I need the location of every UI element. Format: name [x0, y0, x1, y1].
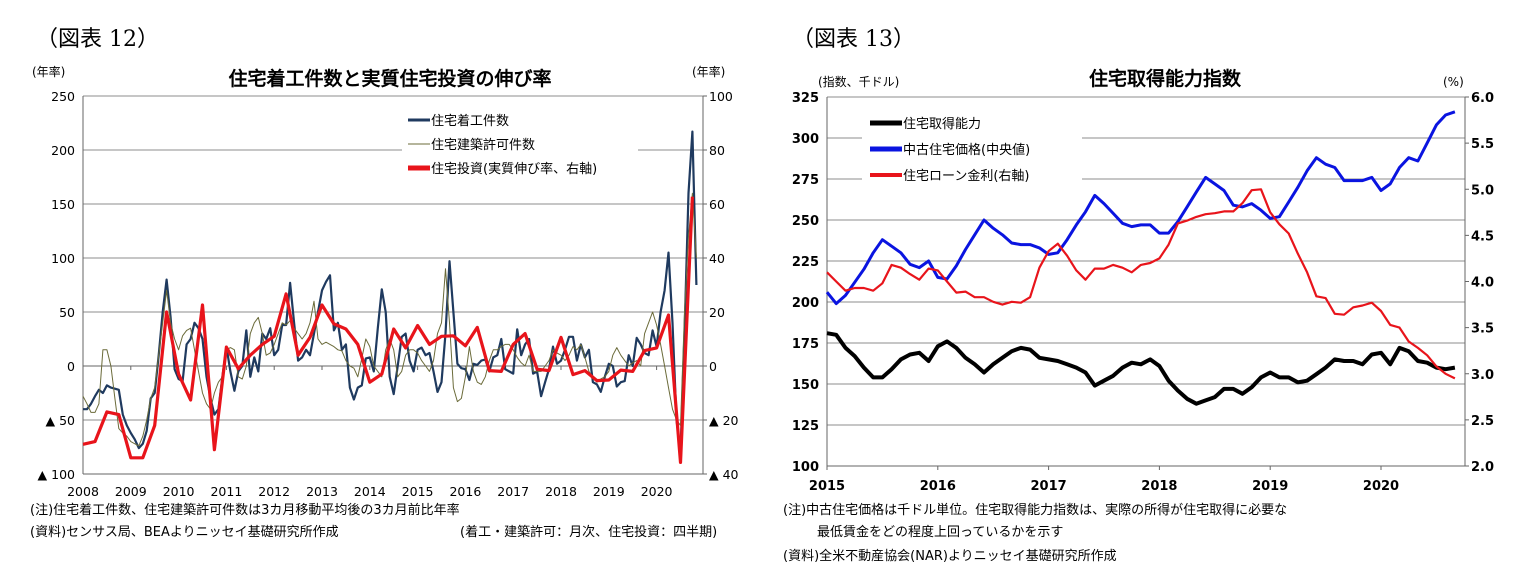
y-tick-label: 200	[792, 296, 819, 311]
y2-tick-label: 60	[709, 197, 725, 212]
y-tick-label: ▲ 100	[38, 467, 75, 482]
figure12-frequency-note: (着工・建築許可：月次、住宅投資：四半期)	[460, 524, 717, 540]
y2-tick-label: 80	[709, 143, 725, 158]
series-line-2	[82, 192, 697, 447]
y-tick-label: 100	[792, 460, 819, 475]
y-tick-label: 200	[51, 143, 75, 158]
y2-tick-label: 3.5	[1471, 322, 1494, 337]
legend-label: 住宅取得能力	[903, 116, 981, 132]
y2-tick-label: 4.5	[1471, 229, 1494, 244]
x-tick-label: 2009	[115, 484, 147, 499]
x-tick-label: 2008	[67, 484, 99, 499]
y2-tick-label: 2.0	[1471, 460, 1494, 475]
x-tick-label: 2018	[1141, 479, 1177, 494]
y-tick-label: 325	[792, 91, 819, 106]
x-tick-label: 2019	[593, 484, 625, 499]
y-tick-label: 250	[792, 214, 819, 229]
y2-tick-label: ▲ 20	[709, 413, 739, 428]
legend-label: 住宅着工件数	[431, 113, 509, 129]
y-tick-label: 175	[792, 337, 819, 352]
series-line-1	[83, 130, 698, 453]
y-tick-label: 150	[51, 197, 75, 212]
series-line-3	[82, 196, 694, 464]
x-tick-label: 2019	[1252, 479, 1288, 494]
y2-tick-label: 6.0	[1471, 91, 1494, 106]
legend-label: 住宅建築許可件数	[431, 138, 535, 153]
x-tick-label: 2018	[545, 484, 577, 499]
x-tick-label: 2017	[497, 484, 529, 499]
y-tick-label: 0	[67, 359, 75, 374]
chart2-left-unit: (指数、千ドル)	[818, 74, 899, 89]
figure13-note: (注)中古住宅価格は千ドル単位。住宅取得能力指数は、実際の所得が住宅取得に必要な	[783, 502, 1287, 518]
legend-box	[402, 104, 638, 184]
x-tick-label: 2015	[809, 479, 845, 494]
y-tick-label: 50	[59, 305, 75, 320]
x-tick-label: 2010	[163, 484, 195, 499]
chart1-left-unit: (年率)	[32, 64, 65, 79]
y-tick-label: 275	[792, 173, 819, 188]
legend-label: 住宅投資(実質伸び率、右軸)	[431, 161, 597, 177]
y-tick-label: 300	[792, 132, 819, 147]
y2-tick-label: 4.0	[1471, 276, 1494, 291]
series-line-1	[826, 331, 1456, 406]
x-tick-label: 2013	[306, 484, 338, 499]
figure12-label: （図表 12）	[36, 27, 159, 52]
series-line-3	[826, 188, 1456, 380]
y-tick-label: 250	[51, 89, 75, 104]
figure12-source: (資料)センサス局、BEAよりニッセイ基礎研究所作成	[30, 525, 339, 540]
y-tick-label: 150	[792, 378, 819, 393]
y-tick-label: 100	[51, 251, 75, 266]
chart2-right-unit: (%)	[1443, 75, 1464, 89]
y2-tick-label: 5.0	[1471, 183, 1494, 198]
y2-tick-label: 20	[709, 305, 725, 320]
x-tick-label: 2015	[402, 484, 434, 499]
chart1-title: 住宅着工件数と実質住宅投資の伸び率	[228, 67, 551, 90]
y2-tick-label: ▲ 40	[709, 467, 739, 482]
x-tick-label: 2020	[1363, 479, 1399, 494]
y2-tick-label: 100	[709, 89, 733, 104]
y2-tick-label: 40	[709, 251, 725, 266]
y2-tick-label: 2.5	[1471, 414, 1494, 429]
x-tick-label: 2020	[641, 484, 673, 499]
x-tick-label: 2011	[210, 484, 242, 499]
chart1-right-unit: (年率)	[692, 64, 725, 79]
figure13-note-cont: 最低賃金をどの程度上回っているかを示す	[817, 524, 1063, 540]
y2-tick-label: 3.0	[1471, 368, 1494, 383]
figure13-label: （図表 13）	[792, 27, 915, 52]
y2-tick-label: 0	[709, 359, 717, 374]
x-tick-label: 2014	[354, 484, 386, 499]
x-tick-label: 2017	[1031, 479, 1067, 494]
legend-label: 住宅ローン金利(右軸)	[903, 168, 1030, 184]
y-tick-label: 125	[792, 419, 819, 434]
y-tick-label: ▲ 50	[46, 413, 76, 428]
chart2-title: 住宅取得能力指数	[1089, 67, 1242, 90]
x-tick-label: 2012	[258, 484, 290, 499]
x-tick-label: 2016	[449, 484, 481, 499]
y-tick-label: 225	[792, 255, 819, 270]
legend-label: 中古住宅価格(中央値)	[903, 142, 1030, 158]
figure12-note: (注)住宅着工件数、住宅建築許可件数は3カ月移動平均後の3カ月前比年率	[30, 502, 460, 518]
x-tick-label: 2016	[920, 479, 956, 494]
series-line-2	[825, 110, 1456, 306]
y2-tick-label: 5.5	[1471, 137, 1494, 152]
figure13-source: (資料)全米不動産協会(NAR)よりニッセイ基礎研究所作成	[783, 548, 1117, 564]
